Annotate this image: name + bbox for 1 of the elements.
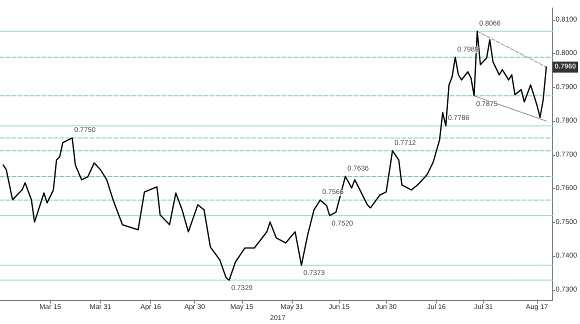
line-series bbox=[2, 30, 547, 281]
